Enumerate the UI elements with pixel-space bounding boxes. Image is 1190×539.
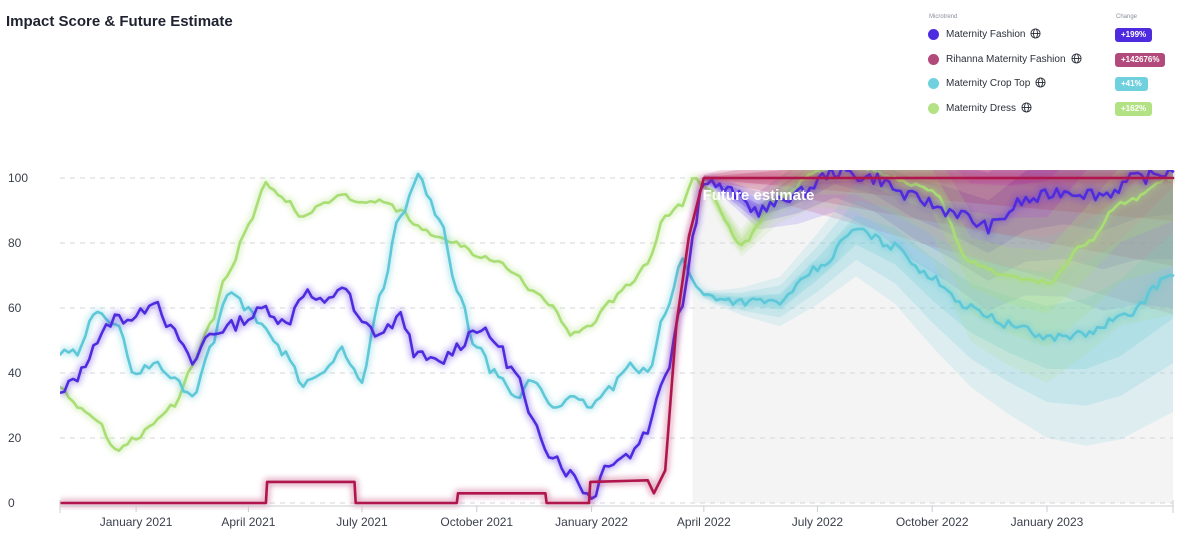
series-line-maternity-dress [60,170,1175,452]
globe-icon[interactable] [1035,77,1046,88]
forecast-band-maternity-crop-top [692,187,1173,406]
x-tick-label: April 2022 [677,515,731,529]
estimate-region [692,178,1173,503]
y-tick-label: 0 [8,496,15,510]
x-tick-label: October 2021 [440,515,513,529]
change-badge: +41% [1115,77,1148,91]
legend: Microtrend Change Maternity Fashion +199… [927,14,1167,124]
forecast-band-maternity-crop-top [692,170,1173,446]
legend-item-label: Maternity Crop Top [946,77,1046,89]
change-badge: +142676% [1115,52,1166,67]
globe-icon[interactable] [1030,28,1042,39]
legend-dot [928,78,939,89]
y-tick-label: 80 [8,236,22,250]
legend-header-change: Change [1116,14,1138,20]
x-tick-label: April 2021 [221,515,275,529]
legend-dot [928,29,939,40]
change-badge: +199% [1115,28,1153,42]
legend-item-label: Maternity Dress [946,101,1032,114]
legend-header-microtrend: Microtrend [929,14,958,20]
y-tick-label: 40 [8,366,22,380]
chart-title: Impact Score & Future Estimate [6,13,233,30]
globe-icon[interactable] [1070,52,1082,64]
legend-item-maternity-dress[interactable]: Maternity Dress +162% [927,100,1167,125]
x-tick-label: July 2021 [336,515,388,529]
legend-item-maternity-fashion[interactable]: Maternity Fashion +199% [927,26,1167,51]
y-tick-label: 60 [8,301,22,315]
x-tick-label: July 2022 [792,515,844,529]
forecast-band-maternity-dress [692,170,1173,383]
series-line-rihanna-maternity-fashion [60,176,1175,505]
legend-dot [928,102,939,114]
forecast-band-maternity-crop-top [692,215,1173,370]
legend-item-maternity-crop-top[interactable]: Maternity Crop Top +41% [927,75,1167,100]
change-badge: +162% [1115,101,1153,116]
legend-header: Microtrend Change [927,14,1167,26]
globe-icon[interactable] [1021,101,1032,113]
legend-item-label: Rihanna Maternity Fashion [946,52,1082,65]
x-tick-label: January 2023 [1011,515,1084,529]
future-estimate-label: Future estimate [703,187,815,204]
series-line-maternity-fashion [60,170,1175,500]
forecast-band-maternity-dress [692,170,1173,347]
y-tick-label: 100 [8,171,28,185]
legend-dot [928,53,939,65]
x-tick-label: January 2022 [555,515,628,529]
x-tick-label: January 2021 [100,515,173,529]
legend-item-label: Maternity Fashion [946,28,1042,40]
y-tick-label: 20 [8,431,22,445]
x-tick-label: October 2022 [896,515,969,529]
legend-item-rihanna-maternity-fashion[interactable]: Rihanna Maternity Fashion +142676% [927,51,1167,76]
forecast-band-maternity-fashion [692,170,1173,311]
